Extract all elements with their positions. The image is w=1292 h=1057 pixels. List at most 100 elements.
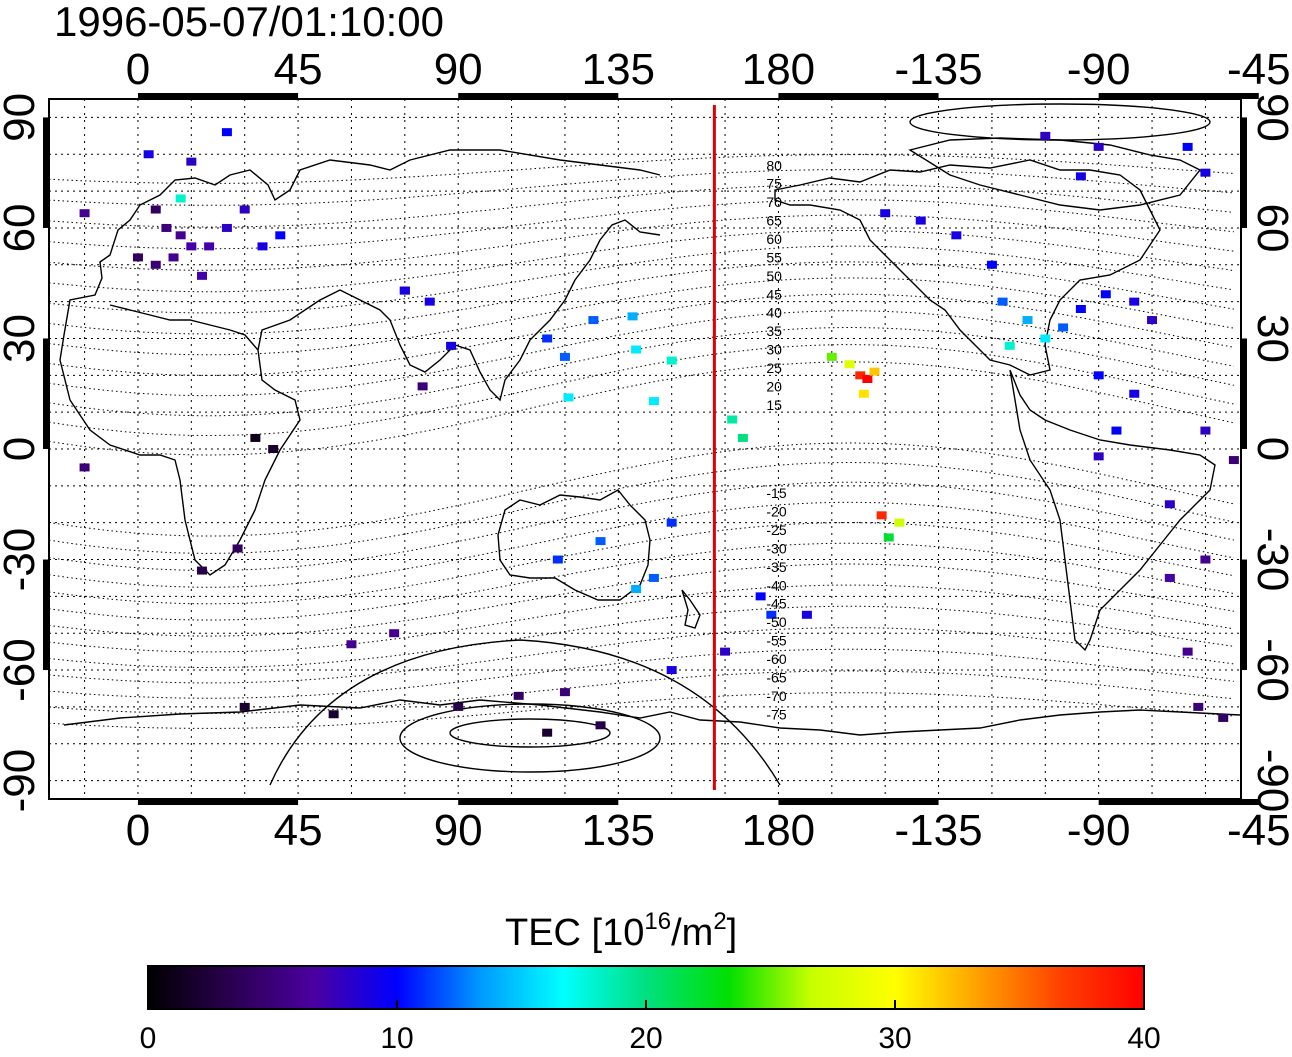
mag-lat-label: -75 <box>766 706 786 722</box>
coast-greenland <box>908 137 1202 211</box>
mag-lat-label: -60 <box>766 651 786 667</box>
tec-point <box>161 223 172 232</box>
lon-tick-label-top: -90 <box>1067 45 1131 94</box>
mag-contour <box>49 442 1235 537</box>
tec-point <box>132 253 143 262</box>
tec-point <box>275 231 286 240</box>
colorbar-title-suffix: ] <box>727 912 738 954</box>
tec-point <box>424 297 435 306</box>
tec-point <box>417 382 428 391</box>
tec-point <box>1182 647 1193 656</box>
lat-tick-label-right: -60 <box>1248 638 1292 702</box>
colorbar-title-prefix: TEC [10 <box>505 912 644 954</box>
lat-tick-label-right: 90 <box>1248 93 1292 142</box>
tec-point <box>328 710 339 719</box>
tec-point <box>1004 341 1015 350</box>
mag-pole-contour-south-inner <box>449 718 611 748</box>
tec-point <box>894 518 905 527</box>
tec-point <box>1164 500 1175 509</box>
tec-point <box>250 433 261 442</box>
colorbar-tick-label: 20 <box>629 1022 662 1055</box>
colorbar-title-mid: /m <box>671 912 713 954</box>
tec-point <box>399 286 410 295</box>
lat-tick-label-left: -30 <box>0 528 44 592</box>
tec-point <box>1228 456 1239 465</box>
tec-point <box>268 445 279 453</box>
tec-point <box>826 352 837 361</box>
tec-point <box>1022 316 1033 325</box>
tec-point <box>844 360 855 369</box>
coast-australia <box>497 489 651 601</box>
mag-lat-label: 15 <box>766 397 782 413</box>
coast-europe-africa <box>59 149 661 576</box>
border-bar-lon <box>137 93 299 99</box>
tec-point <box>1129 297 1140 306</box>
border-bar-lon <box>458 93 619 99</box>
lat-tick-label-left: 30 <box>0 314 44 363</box>
mag-lat-label: -70 <box>766 688 786 704</box>
map-border-bars <box>43 93 1259 805</box>
tec-point <box>1164 573 1175 582</box>
colorbar-tick-label: 0 <box>140 1022 157 1055</box>
tec-point <box>876 511 887 520</box>
lat-tick-label-left: 90 <box>0 93 44 142</box>
tec-point <box>1111 426 1122 435</box>
tec-point <box>1040 131 1051 140</box>
tec-point <box>513 691 524 700</box>
tec-point <box>150 205 161 214</box>
tec-point <box>175 194 186 203</box>
tec-point <box>648 573 659 582</box>
tec-point <box>915 216 926 225</box>
tec-point <box>197 566 208 575</box>
tec-point <box>239 205 250 214</box>
border-bar-lat <box>43 559 49 671</box>
tec-point <box>1193 702 1204 711</box>
colorbar-tick-label: 40 <box>1127 1022 1160 1055</box>
mag-contour <box>49 648 1234 699</box>
tec-point <box>627 312 638 321</box>
mag-contour <box>49 461 1235 554</box>
axis-tick-labels: 0045459090135135180180-135-135-90-90-45-… <box>0 45 1292 855</box>
tec-point <box>666 518 677 527</box>
tec-point <box>1218 713 1229 722</box>
mag-contour <box>49 344 1235 437</box>
mag-lat-label: -20 <box>766 504 786 520</box>
tec-point <box>346 640 357 649</box>
mag-contour <box>49 501 1234 588</box>
tec-point <box>1200 426 1211 435</box>
lat-tick-label-right: -30 <box>1248 528 1292 592</box>
colorbar-title-exp2: 2 <box>713 908 726 935</box>
mag-lat-label: -55 <box>766 633 786 649</box>
tec-point <box>221 223 232 232</box>
tec-point <box>595 721 606 730</box>
lon-tick-label-bottom: -135 <box>895 806 983 855</box>
tec-point <box>559 688 570 697</box>
colorbar-tick-label: 10 <box>380 1022 413 1055</box>
mag-contour <box>49 310 1234 397</box>
lat-tick-label-left: -60 <box>0 638 44 702</box>
lon-tick-label-top: 0 <box>126 45 150 94</box>
tec-point <box>1075 305 1086 313</box>
tec-point <box>755 592 766 601</box>
mag-lat-label: -45 <box>766 596 786 612</box>
mag-lat-label: 70 <box>766 194 782 210</box>
tec-point <box>1093 371 1104 380</box>
coast-americas <box>774 159 1216 652</box>
mag-lat-label: 40 <box>766 305 782 321</box>
lon-tick-label-top: -45 <box>1227 45 1291 94</box>
mag-lat-label: 20 <box>766 378 782 394</box>
tec-point <box>186 242 197 251</box>
mag-lat-label: -65 <box>766 669 786 685</box>
border-bar-lon <box>458 799 619 805</box>
border-bar-lon <box>1098 93 1259 99</box>
border-bar-lat <box>1241 338 1247 449</box>
tec-point <box>446 341 457 350</box>
border-bar-lon <box>1098 799 1259 805</box>
tec-point <box>666 356 677 365</box>
mag-contour <box>49 293 1234 376</box>
tec-point <box>1075 172 1086 181</box>
lat-tick-label-left: 0 <box>0 437 44 461</box>
tec-point <box>221 128 232 137</box>
tec-point <box>1147 316 1158 325</box>
